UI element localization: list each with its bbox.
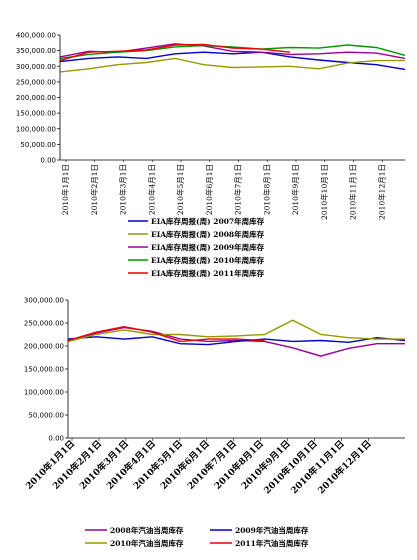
chart-1-legend: EIA库存周报(周) 2007年周库存 EIA库存周报(周) 2008年周库存 EI… — [128, 216, 265, 278]
chart-1-x-tick-label: 2010年3月1日 — [118, 164, 128, 215]
chart-2-y-tick-label: 50,000.00 — [28, 412, 64, 420]
chart-1-y-tick-label: 150,000.00 — [16, 110, 56, 118]
chart-1-series-line-4 — [59, 44, 406, 60]
chart-1-series-line-5 — [59, 43, 291, 62]
chart-1-x-tick-label: 2010年10月1日 — [319, 164, 329, 220]
chart-1-x-ticks: 2010年1月1日 2010年2月1日 2010年3月1日 2010年4月1日 2010… — [60, 160, 386, 220]
chart-2-series — [67, 319, 406, 357]
chart-1: 400,000.00 350,000.00 300,000.00 250,000.00… — [16, 32, 406, 278]
chart-2: 300,000.00 250,000.00 200,000.00 150,000.00… — [23, 297, 406, 548]
chart-2-series-line-2 — [67, 336, 406, 346]
chart-2-x-tick-label: 2010年1月1日 — [23, 438, 77, 492]
chart-2-y-tick-label: 0.00 — [48, 435, 64, 443]
chart-1-x-tick-label: 2010年6月1日 — [204, 164, 214, 215]
chart-1-y-tick-label: 200,000.00 — [16, 94, 56, 102]
chart-1-x-tick-label: 2010年5月1日 — [175, 164, 185, 215]
chart-2-y-tick-label: 250,000.00 — [24, 320, 64, 328]
chart-1-y-tick-label: 250,000.00 — [16, 78, 56, 86]
chart-2-y-tick-label: 150,000.00 — [24, 366, 64, 374]
chart-1-legend-label: EIA库存周报(周) 2011年周库存 — [151, 268, 265, 278]
chart-2-y-tick-label: 100,000.00 — [24, 389, 64, 397]
chart-2-legend-label: 2011年汽油当周库存 — [235, 538, 309, 548]
chart-1-x-tick-label: 2010年7月1日 — [233, 164, 243, 215]
chart-1-x-tick-label: 2010年8月1日 — [261, 164, 271, 215]
chart-1-x-tick-label: 2010年1月1日 — [60, 164, 70, 215]
chart-2-legend-label: 2008年汽油当周库存 — [110, 525, 184, 535]
chart-2-legend-label: 2009年汽油当周库存 — [235, 525, 309, 535]
chart-1-legend-label: EIA库存周报(周) 2008年周库存 — [151, 229, 265, 239]
chart-1-legend-label: EIA库存周报(周) 2010年周库存 — [151, 255, 265, 265]
chart-2-y-ticks: 300,000.00 250,000.00 200,000.00 150,000.00… — [24, 297, 68, 443]
chart-1-x-tick-label: 2010年12月1日 — [376, 164, 386, 220]
chart-2-series-line-4 — [67, 325, 265, 343]
chart-2-series-line-1 — [67, 326, 405, 357]
chart-1-x-tick-label: 2010年11月1日 — [348, 164, 358, 220]
chart-1-y-tick-label: 0.00 — [40, 157, 56, 165]
chart-1-y-ticks: 400,000.00 350,000.00 300,000.00 250,000.00… — [16, 32, 60, 165]
chart-1-x-tick-label: 2010年4月1日 — [146, 164, 156, 215]
chart-1-y-tick-label: 400,000.00 — [16, 32, 56, 40]
chart-1-y-tick-label: 50,000.00 — [20, 141, 56, 149]
chart-1-y-tick-label: 350,000.00 — [16, 47, 56, 55]
chart-1-x-tick-label: 2010年2月1日 — [89, 164, 99, 215]
chart-2-legend: 2008年汽油当周库存 2009年汽油当周库存 2010年汽油当周库存 2011年汽油… — [85, 525, 309, 548]
chart-1-legend-label: EIA库存周报(周) 2007年周库存 — [151, 216, 265, 226]
chart-2-x-ticks: 2010年1月1日2010年2月1日2010年3月1日2010年4月1日2010… — [23, 438, 374, 497]
chart-2-series-line-3 — [67, 319, 405, 343]
chart-1-series — [59, 43, 406, 73]
chart-1-legend-label: EIA库存周报(周) 2009年周库存 — [151, 242, 265, 252]
chart-2-y-tick-label: 300,000.00 — [24, 297, 64, 305]
chart-1-y-tick-label: 300,000.00 — [16, 63, 56, 71]
chart-2-legend-label: 2010年汽油当周库存 — [110, 538, 184, 548]
chart-1-x-tick-label: 2010年9月1日 — [290, 164, 300, 215]
chart-2-y-tick-label: 200,000.00 — [24, 343, 64, 351]
chart-1-y-tick-label: 100,000.00 — [16, 125, 56, 133]
chart-1-series-line-2 — [59, 57, 405, 73]
